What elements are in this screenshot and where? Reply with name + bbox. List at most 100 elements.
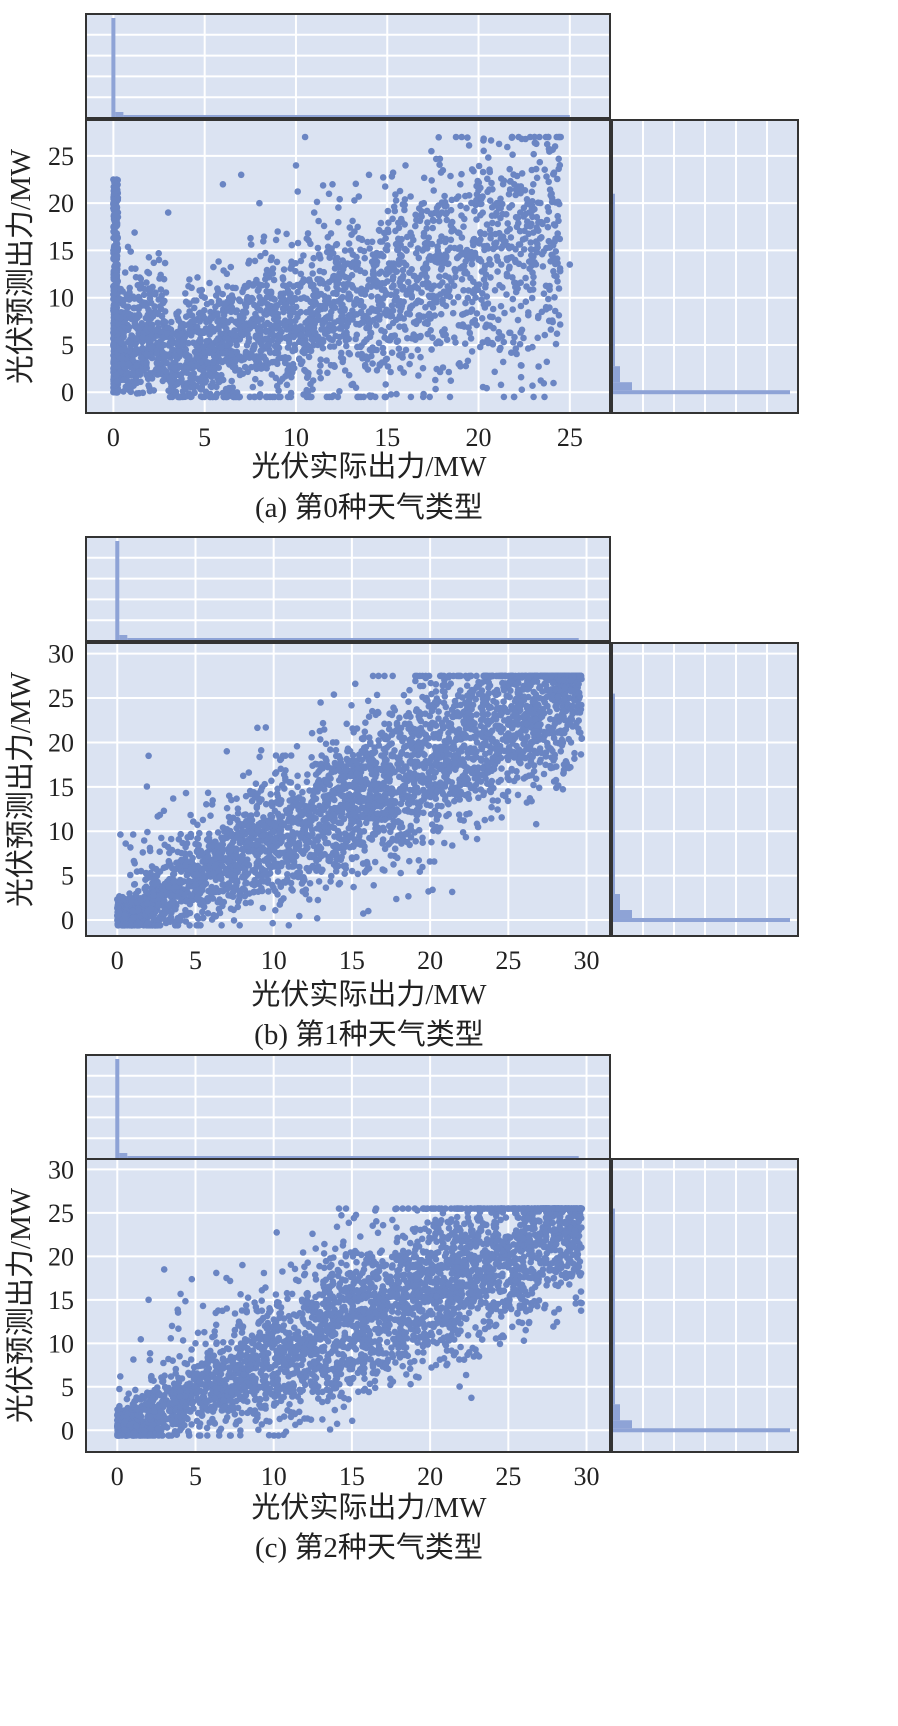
- scatter-point: [432, 385, 439, 393]
- scatter-point: [226, 818, 234, 826]
- scatter-point: [316, 368, 323, 376]
- scatter-point: [506, 186, 514, 193]
- scatter-point: [196, 309, 204, 317]
- scatter-point: [269, 331, 277, 338]
- scatter-point: [143, 350, 151, 358]
- scatter-point: [542, 306, 550, 313]
- scatter-point: [488, 212, 496, 219]
- scatter-point: [346, 260, 353, 268]
- scatter-point: [458, 276, 466, 283]
- scatter-point: [512, 186, 520, 193]
- scatter-point: [393, 390, 400, 398]
- scatter-point: [145, 253, 153, 261]
- scatter-point: [418, 271, 426, 279]
- scatter-point: [217, 357, 225, 365]
- scatter-point: [251, 393, 259, 401]
- scatter-point: [530, 393, 537, 401]
- scatter-point: [155, 256, 163, 264]
- scatter-point: [480, 276, 488, 283]
- scatter-point: [286, 318, 294, 325]
- scatter-point: [500, 393, 508, 401]
- scatter-point: [315, 217, 322, 225]
- scatter-point: [137, 378, 144, 386]
- scatter-point: [455, 322, 463, 329]
- scatter-point: [436, 238, 444, 245]
- scatter-point: [504, 143, 511, 151]
- scatter-point: [441, 839, 448, 847]
- scatter-point: [169, 346, 176, 353]
- scatter-point: [152, 327, 159, 334]
- scatter-point: [540, 290, 548, 298]
- scatter-point: [249, 383, 257, 391]
- scatter-point: [258, 346, 266, 354]
- scatter-point: [519, 236, 527, 243]
- scatter-point: [529, 279, 537, 287]
- scatter-point: [545, 178, 552, 186]
- scatter-point: [274, 360, 281, 368]
- scatter-point: [514, 791, 522, 799]
- scatter-point: [463, 204, 470, 212]
- scatter-point: [495, 140, 503, 148]
- scatter-point: [304, 230, 312, 237]
- scatter-point: [193, 354, 200, 362]
- scatter-point: [481, 816, 489, 824]
- scatter-point: [424, 312, 432, 319]
- scatter-point: [343, 323, 350, 330]
- scatter-point: [156, 303, 164, 310]
- scatter-point: [317, 362, 324, 369]
- scatter-point: [503, 291, 510, 298]
- scatter-point: [426, 293, 434, 301]
- scatter-point: [119, 360, 126, 368]
- scatter-point: [275, 387, 282, 395]
- scatter-point: [362, 719, 369, 726]
- scatter-point: [545, 208, 553, 215]
- scatter-point: [140, 291, 148, 299]
- scatter-point: [523, 196, 531, 203]
- scatter-point: [460, 287, 467, 294]
- scatter-point: [367, 329, 374, 336]
- scatter-point: [442, 331, 450, 339]
- scatter-point: [505, 265, 513, 272]
- scatter-point: [397, 282, 404, 290]
- scatter-point: [530, 273, 537, 281]
- scatter-point: [383, 355, 391, 363]
- scatter-point: [511, 333, 518, 341]
- scatter-point: [289, 366, 297, 373]
- scatter-point: [125, 382, 132, 390]
- scatter-point: [515, 133, 522, 141]
- scatter-point: [113, 313, 121, 320]
- scatter-point: [463, 811, 470, 818]
- scatter-point: [367, 283, 375, 291]
- scatter-point: [137, 275, 145, 283]
- scatter-point: [571, 749, 578, 757]
- scatter-point: [320, 222, 328, 230]
- scatter-point: [464, 357, 472, 365]
- scatter-point: [131, 304, 138, 312]
- scatter-point: [301, 133, 309, 141]
- scatter-point: [512, 283, 519, 291]
- scatter-point: [215, 323, 223, 330]
- scatter-point: [313, 198, 321, 206]
- scatter-point: [459, 829, 467, 836]
- scatter-point: [473, 310, 481, 317]
- scatter-point: [256, 393, 264, 401]
- right-histogram-bar: [612, 910, 632, 919]
- scatter-point: [294, 239, 302, 247]
- scatter-point: [331, 265, 339, 272]
- scatter-panel-1: 0 5 10 15 20 25 30051015202530光伏实际出力/MW光伏预测出力/…: [4, 536, 799, 1051]
- scatter-point: [458, 234, 466, 241]
- scatter-point: [402, 326, 409, 333]
- scatter-point: [292, 323, 299, 331]
- scatter-point: [305, 353, 313, 361]
- scatter-point: [135, 389, 143, 397]
- scatter-point: [128, 332, 135, 339]
- scatter-point: [304, 330, 312, 338]
- scatter-point: [494, 268, 501, 275]
- scatter-point: [452, 273, 459, 281]
- scatter-point: [228, 841, 235, 848]
- scatter-point: [165, 387, 172, 395]
- scatter-point: [324, 285, 331, 292]
- scatter-point: [336, 195, 344, 203]
